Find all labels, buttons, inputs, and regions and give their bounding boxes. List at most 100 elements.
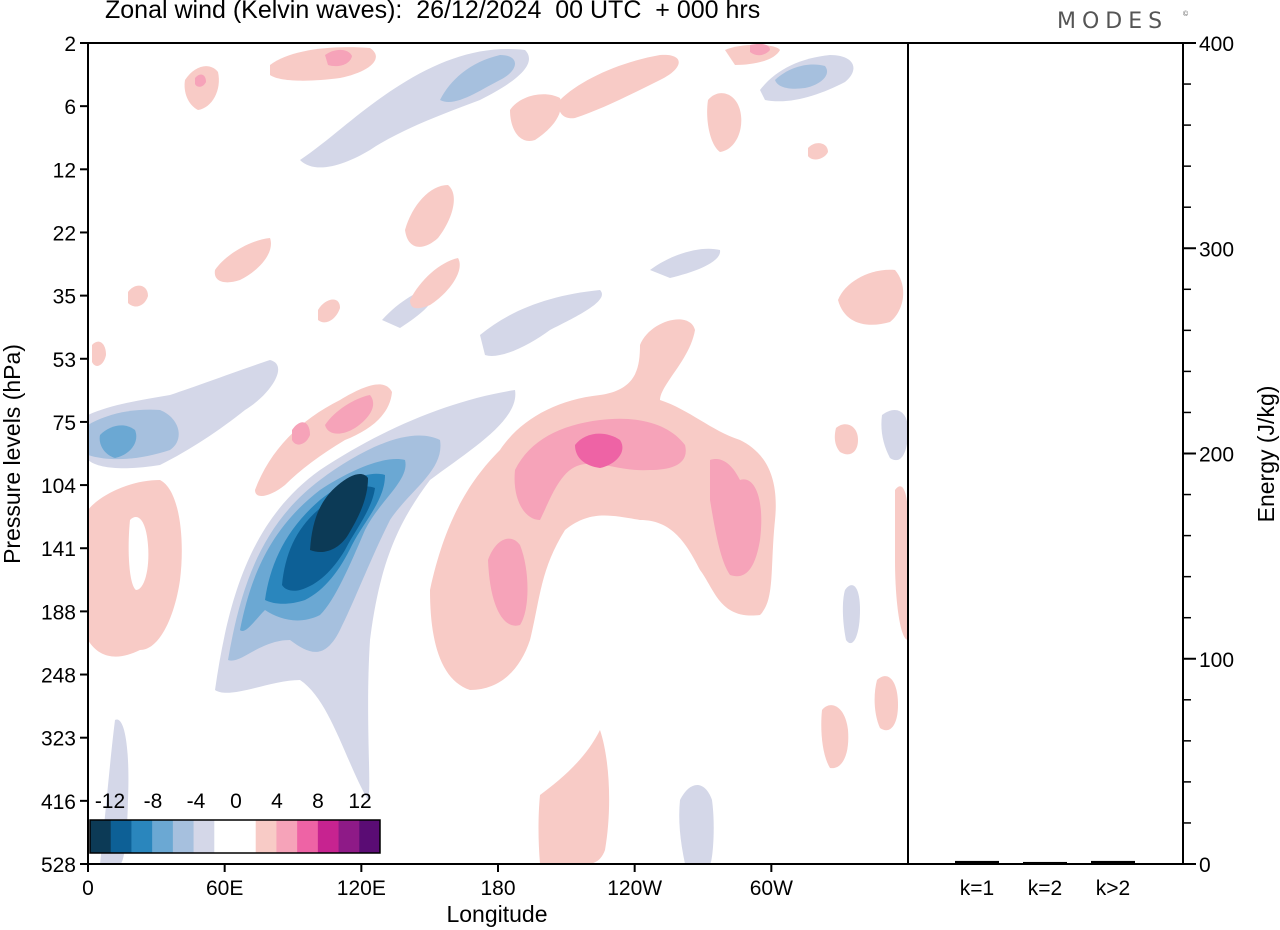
colorbar-swatch-0 bbox=[90, 820, 112, 853]
colorbar-swatch-1 bbox=[110, 820, 132, 853]
contour-pos-26 bbox=[92, 341, 106, 366]
colorbar-swatch-9 bbox=[276, 820, 298, 853]
colorbar-label-1: -8 bbox=[144, 790, 163, 813]
energy-tick-label-0: 0 bbox=[1199, 854, 1211, 877]
contour-pos-31 bbox=[750, 43, 770, 56]
contour-pos-11 bbox=[270, 47, 376, 81]
x-tick-label-0: 0 bbox=[82, 877, 94, 900]
contour-pos-5 bbox=[710, 459, 762, 577]
contour-pos-12 bbox=[325, 49, 352, 67]
energy-tick-label-2: 200 bbox=[1199, 444, 1234, 467]
colorbar-label-0: -12 bbox=[95, 790, 125, 813]
colorbar-swatch-10 bbox=[297, 820, 319, 853]
energy-tick-label-1: 100 bbox=[1199, 649, 1234, 672]
colorbar-swatch-12 bbox=[338, 820, 360, 853]
contour-pos-17 bbox=[707, 93, 742, 152]
energy-bar-k=2 bbox=[1023, 861, 1067, 864]
contour-pos-13 bbox=[184, 66, 219, 110]
x-tick-label-5: 60W bbox=[750, 877, 793, 900]
y-tick-label-3: 22 bbox=[53, 222, 76, 245]
chart-title: Zonal wind (Kelvin waves): 26/12/2024 00… bbox=[105, 0, 761, 24]
colorbar-swatch-4 bbox=[172, 820, 195, 853]
y-tick-label-10: 248 bbox=[41, 665, 76, 688]
contour-neg-13 bbox=[775, 64, 828, 89]
contour-pos-14 bbox=[510, 94, 561, 141]
contour-pos-18 bbox=[405, 185, 454, 247]
energy-category-label-1: k=2 bbox=[1028, 877, 1062, 900]
energy-tick-label-4: 400 bbox=[1199, 33, 1234, 56]
wind-field bbox=[88, 43, 908, 864]
y-tick-label-13: 528 bbox=[41, 854, 76, 877]
colorbar-label-5: 8 bbox=[312, 790, 324, 813]
y-axis-title: Pressure levels (hPa) bbox=[0, 344, 25, 564]
colorbar-frame bbox=[89, 819, 381, 854]
contour-neg-16 bbox=[650, 248, 721, 278]
colorbar-swatch-2 bbox=[131, 820, 153, 853]
colorbar-swatch-6 bbox=[214, 820, 236, 853]
contour-pos-15 bbox=[558, 54, 679, 119]
contour-pos-3 bbox=[575, 433, 623, 468]
y-tick-label-9: 188 bbox=[41, 601, 76, 624]
contour-neg-20 bbox=[881, 410, 908, 461]
colorbar-swatch-3 bbox=[152, 820, 174, 853]
colorbar-swatch-8 bbox=[255, 820, 277, 853]
contour-pos-4 bbox=[488, 538, 528, 626]
colorbar-label-4: 4 bbox=[271, 790, 283, 813]
colorbar-label-3: 0 bbox=[230, 790, 242, 813]
x-tick-label-2: 120E bbox=[337, 877, 386, 900]
y-tick-label-1: 6 bbox=[64, 96, 76, 119]
contour-pos-8 bbox=[292, 422, 310, 445]
colorbar-swatch-7 bbox=[235, 820, 257, 853]
colorbar-swatch-5 bbox=[193, 820, 215, 853]
contour-pos-32 bbox=[195, 74, 206, 87]
contour-neg-9 bbox=[99, 425, 137, 458]
contour-pos-22 bbox=[538, 730, 610, 864]
contour-pos-25 bbox=[834, 424, 858, 455]
contour-pos-7 bbox=[325, 395, 374, 434]
contour-neg-11 bbox=[440, 55, 515, 102]
colorbar: -12 -8 -4 0 4 8 12 bbox=[89, 790, 381, 854]
y-tick-label-11: 323 bbox=[41, 728, 76, 751]
energy-bar-k>2 bbox=[1091, 860, 1135, 864]
energy-category-label-0: k=1 bbox=[960, 877, 994, 900]
contour-pos-21 bbox=[838, 269, 904, 325]
contour-pos-30 bbox=[895, 486, 908, 640]
x-axis: 0 60E 120E 180 120W 60W bbox=[82, 864, 793, 900]
x-tick-label-3: 180 bbox=[480, 877, 515, 900]
y-tick-label-5: 53 bbox=[53, 349, 76, 372]
y-tick-label-6: 75 bbox=[53, 412, 76, 435]
y-tick-label-12: 416 bbox=[41, 791, 76, 814]
modes-logo: MODES bbox=[1057, 9, 1169, 34]
colorbar-label-2: -4 bbox=[187, 790, 206, 813]
contour-pos-23 bbox=[821, 705, 849, 769]
contour-neg-18 bbox=[679, 785, 714, 864]
y-tick-label-2: 12 bbox=[53, 159, 76, 182]
energy-tick-label-3: 300 bbox=[1199, 238, 1234, 261]
contour-neg-19 bbox=[842, 585, 860, 644]
colorbar-label-6: 12 bbox=[348, 790, 371, 813]
contour-neg-1 bbox=[215, 390, 516, 800]
contour-pos-2 bbox=[514, 418, 686, 520]
contour-pos-29 bbox=[808, 143, 828, 160]
y-tick-label-4: 35 bbox=[53, 286, 76, 309]
contour-pos-28 bbox=[318, 299, 340, 323]
colorbar-swatch-13 bbox=[359, 820, 381, 853]
x-tick-label-1: 60E bbox=[206, 877, 243, 900]
contour-neg-6 bbox=[310, 474, 368, 553]
contour-neg-14 bbox=[480, 290, 602, 356]
contour-pos-27 bbox=[128, 285, 148, 307]
contour-pos-10 bbox=[128, 517, 149, 590]
energy-axis-title: Energy (J/kg) bbox=[1253, 386, 1279, 523]
contour-pos-19 bbox=[214, 238, 271, 283]
x-tick-label-4: 120W bbox=[607, 877, 662, 900]
contour-pos-20 bbox=[410, 258, 460, 309]
y-axis: 2 6 12 22 35 53 75 104 141 188 248 323 416 528 bbox=[41, 33, 88, 877]
y-tick-label-7: 104 bbox=[41, 475, 76, 498]
y-tick-label-0: 2 bbox=[64, 33, 76, 56]
colorbar-swatch-11 bbox=[317, 820, 340, 853]
copyright-mark: © bbox=[1183, 11, 1189, 18]
y-tick-label-8: 141 bbox=[41, 538, 76, 561]
energy-category-label-2: k>2 bbox=[1096, 877, 1130, 900]
energy-bar-k=1 bbox=[955, 860, 999, 864]
